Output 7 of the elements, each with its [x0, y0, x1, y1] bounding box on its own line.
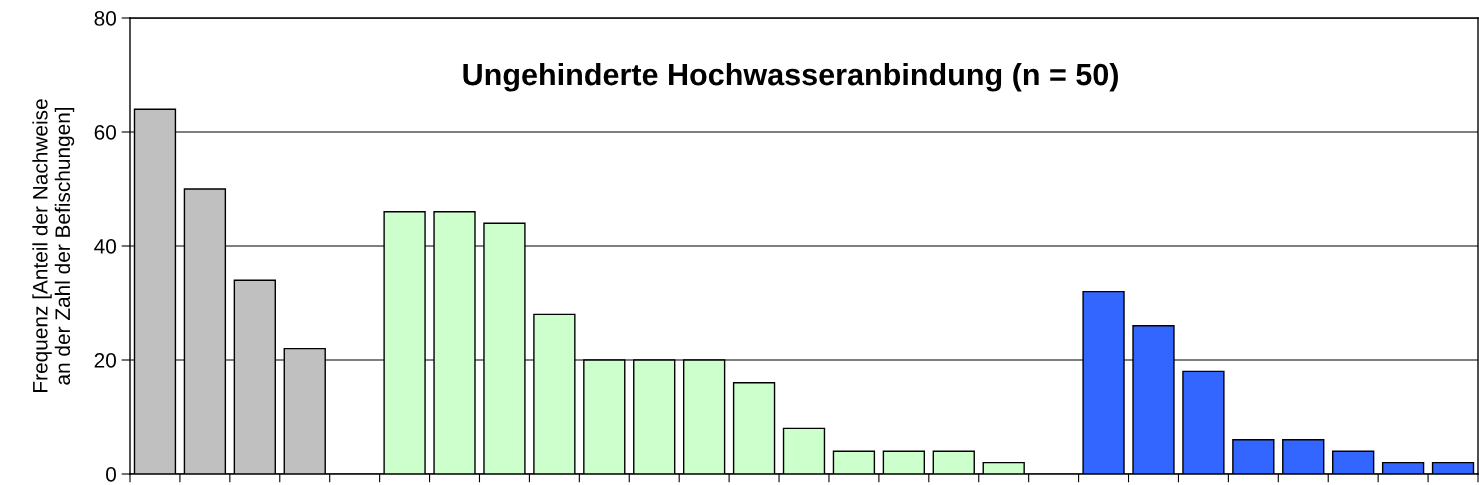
y-tick-label: 60 — [94, 125, 116, 140]
y-tick-label: 20 — [94, 353, 116, 368]
text: Ungehinderte Hochwasseranbindung (n = 50) — [463, 62, 1118, 92]
y-axis-title: Frequenz [Anteil der Nachweise an der Zahl der Befischungen] — [32, 99, 75, 392]
y-tick-label: 80 — [94, 11, 116, 26]
y-tick-label: 0 — [106, 467, 116, 482]
y-tick-label: 40 — [94, 239, 116, 254]
